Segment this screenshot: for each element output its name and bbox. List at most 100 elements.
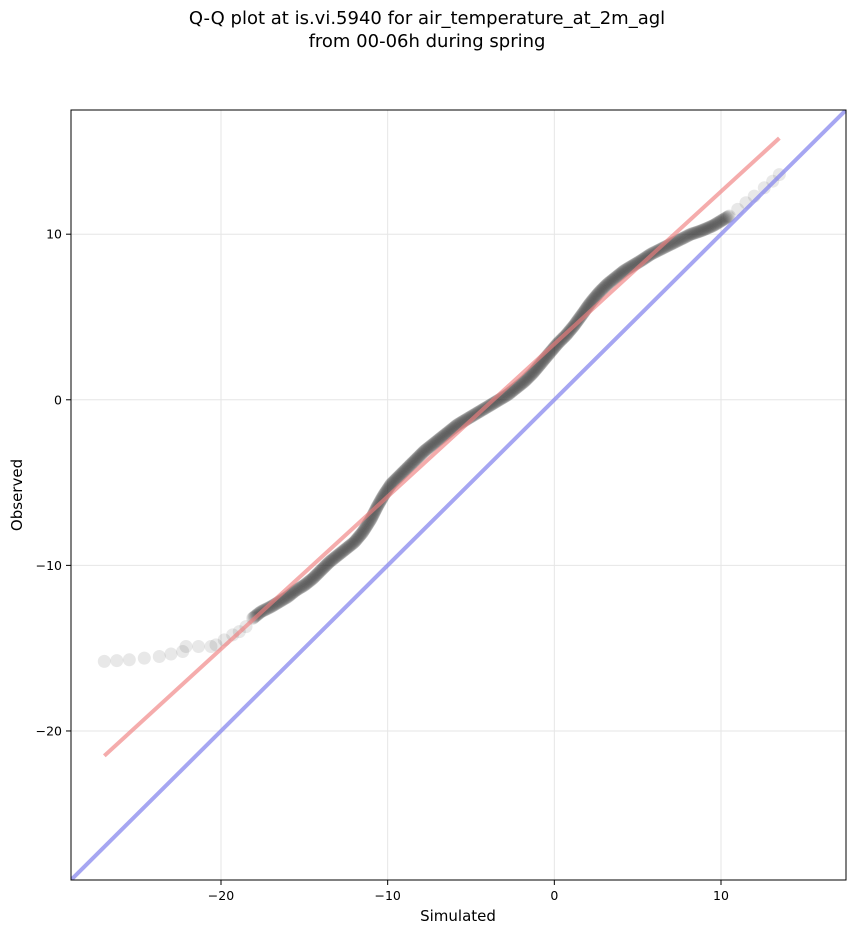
qq-point — [308, 569, 322, 583]
qq-point — [548, 339, 562, 353]
qq-points — [97, 168, 786, 668]
qq-point — [329, 550, 343, 564]
qq-point — [597, 281, 610, 295]
qq-point — [526, 365, 540, 379]
qq-point — [465, 409, 479, 423]
qq-point — [385, 476, 399, 490]
qq-point — [600, 278, 614, 292]
qq-point — [322, 556, 335, 570]
qq-point — [671, 234, 685, 248]
qq-point — [384, 477, 398, 491]
qq-point — [518, 374, 532, 388]
qq-point — [303, 574, 317, 588]
qq-point — [591, 287, 605, 301]
qq-point — [722, 209, 736, 223]
qq-point — [353, 529, 367, 543]
qq-point — [515, 377, 529, 391]
qq-point — [330, 549, 344, 563]
qq-point — [302, 575, 316, 589]
qq-point — [686, 227, 700, 240]
qq-point — [526, 366, 540, 380]
qq-point — [704, 220, 717, 234]
qq-point — [297, 578, 311, 592]
qq-point — [509, 381, 523, 395]
qq-point — [179, 640, 193, 653]
qq-point — [288, 584, 302, 598]
qq-point — [320, 558, 334, 571]
qq-point — [419, 443, 433, 457]
qq-point — [693, 224, 707, 238]
qq-point — [408, 453, 422, 467]
qq-point — [356, 524, 370, 538]
chart-subtitle: from 00-06h during spring — [308, 31, 546, 52]
qq-point — [616, 264, 630, 278]
qq-point — [404, 457, 418, 471]
qq-point — [299, 577, 313, 591]
qq-point — [712, 215, 726, 229]
qq-point — [358, 521, 372, 535]
qq-point — [397, 464, 411, 478]
qq-point — [422, 440, 436, 454]
qq-point — [359, 520, 373, 534]
qq-point — [703, 220, 716, 234]
qq-point — [696, 223, 710, 237]
qq-point — [317, 560, 331, 574]
qq-point — [389, 472, 403, 486]
qq-point — [508, 382, 522, 396]
qq-point — [611, 269, 625, 283]
qq-point — [291, 582, 305, 596]
qq-point — [426, 438, 440, 451]
qq-point — [527, 365, 541, 378]
qq-point — [300, 576, 314, 590]
qq-point — [405, 457, 419, 470]
qq-point — [289, 583, 303, 597]
qq-point — [347, 535, 361, 549]
qq-point — [204, 640, 218, 653]
y-tick-label: 0 — [54, 392, 62, 407]
qq-point — [486, 397, 500, 410]
qq-point — [709, 217, 723, 231]
qq-point — [418, 443, 432, 457]
qq-point — [326, 552, 340, 566]
qq-point — [420, 442, 434, 456]
qq-point — [683, 228, 697, 242]
qq-point — [342, 540, 356, 554]
qq-point — [516, 376, 529, 390]
qq-point — [152, 650, 166, 663]
qq-point — [309, 568, 323, 582]
qq-point — [699, 222, 713, 236]
qq-point — [355, 526, 369, 540]
qq-point — [336, 544, 350, 558]
qq-point — [351, 531, 365, 545]
qq-point — [715, 213, 729, 227]
qq-point — [312, 565, 326, 579]
x-tick-label: 0 — [550, 888, 558, 903]
qq-point — [610, 270, 624, 283]
qq-point — [344, 538, 358, 552]
x-axis-label: Simulated — [420, 907, 496, 925]
qq-point — [327, 551, 341, 565]
qq-point — [670, 234, 684, 248]
qq-point — [286, 585, 300, 599]
qq-point — [417, 445, 430, 459]
qq-point — [423, 440, 437, 454]
qq-point — [410, 452, 424, 466]
qq-point — [615, 266, 629, 280]
qq-point — [391, 471, 405, 485]
qq-point — [519, 373, 533, 387]
qq-point — [263, 600, 277, 614]
qq-point — [436, 429, 450, 443]
qq-point — [589, 289, 603, 303]
qq-point — [676, 231, 690, 245]
qq-point — [338, 543, 352, 557]
qq-point — [592, 285, 606, 299]
qq-point — [395, 467, 409, 480]
qq-point — [691, 225, 705, 239]
qq-point — [514, 378, 528, 391]
qq-point — [339, 542, 353, 556]
qq-point — [517, 375, 531, 389]
qq-point — [397, 465, 410, 479]
qq-point — [402, 459, 416, 473]
qq-point — [192, 640, 205, 653]
